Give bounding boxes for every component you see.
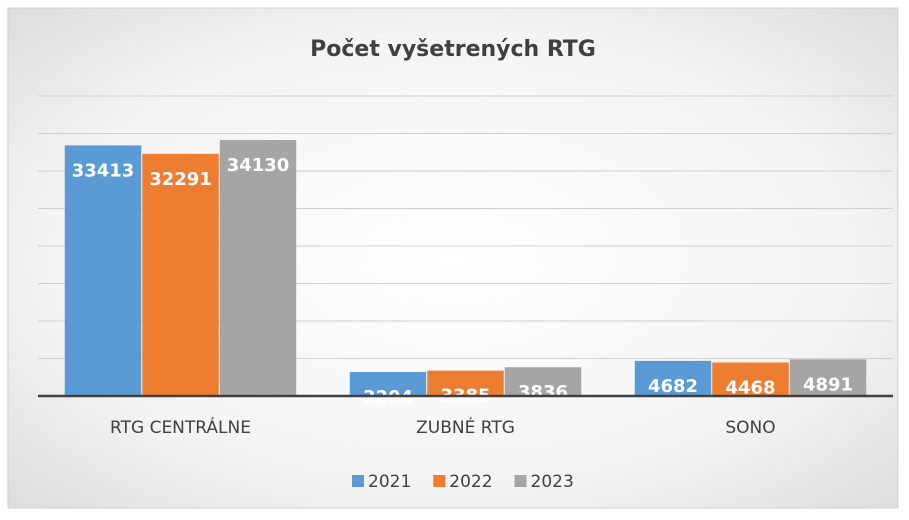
x-tick-label: SONO <box>725 418 775 438</box>
bar <box>789 359 867 396</box>
bar <box>427 370 504 396</box>
legend-swatch <box>352 475 364 487</box>
bar <box>142 153 219 396</box>
x-tick-label: ZUBNÉ RTG <box>416 416 515 438</box>
bar <box>504 367 582 396</box>
bar <box>349 371 427 396</box>
x-tick-label: RTG CENTRÁLNE <box>110 416 251 438</box>
data-label: 4891 <box>803 374 853 395</box>
data-label: 4682 <box>648 376 698 397</box>
bar <box>634 360 712 396</box>
data-label: 3836 <box>518 382 568 403</box>
bar <box>712 362 789 396</box>
bar <box>64 145 142 396</box>
chart-title: Počet vyšetrených RTG <box>310 37 596 62</box>
bar <box>219 140 297 396</box>
legend-label: 2022 <box>449 472 492 492</box>
legend-label: 2021 <box>368 472 411 492</box>
legend-swatch <box>514 475 527 487</box>
legend-label: 2023 <box>531 472 574 492</box>
legend-swatch <box>433 475 446 487</box>
data-label: 32291 <box>149 169 212 190</box>
data-label: 3204 <box>363 387 413 408</box>
data-label: 34130 <box>227 155 290 176</box>
data-label: 4468 <box>725 377 775 398</box>
data-label: 33413 <box>72 160 135 181</box>
